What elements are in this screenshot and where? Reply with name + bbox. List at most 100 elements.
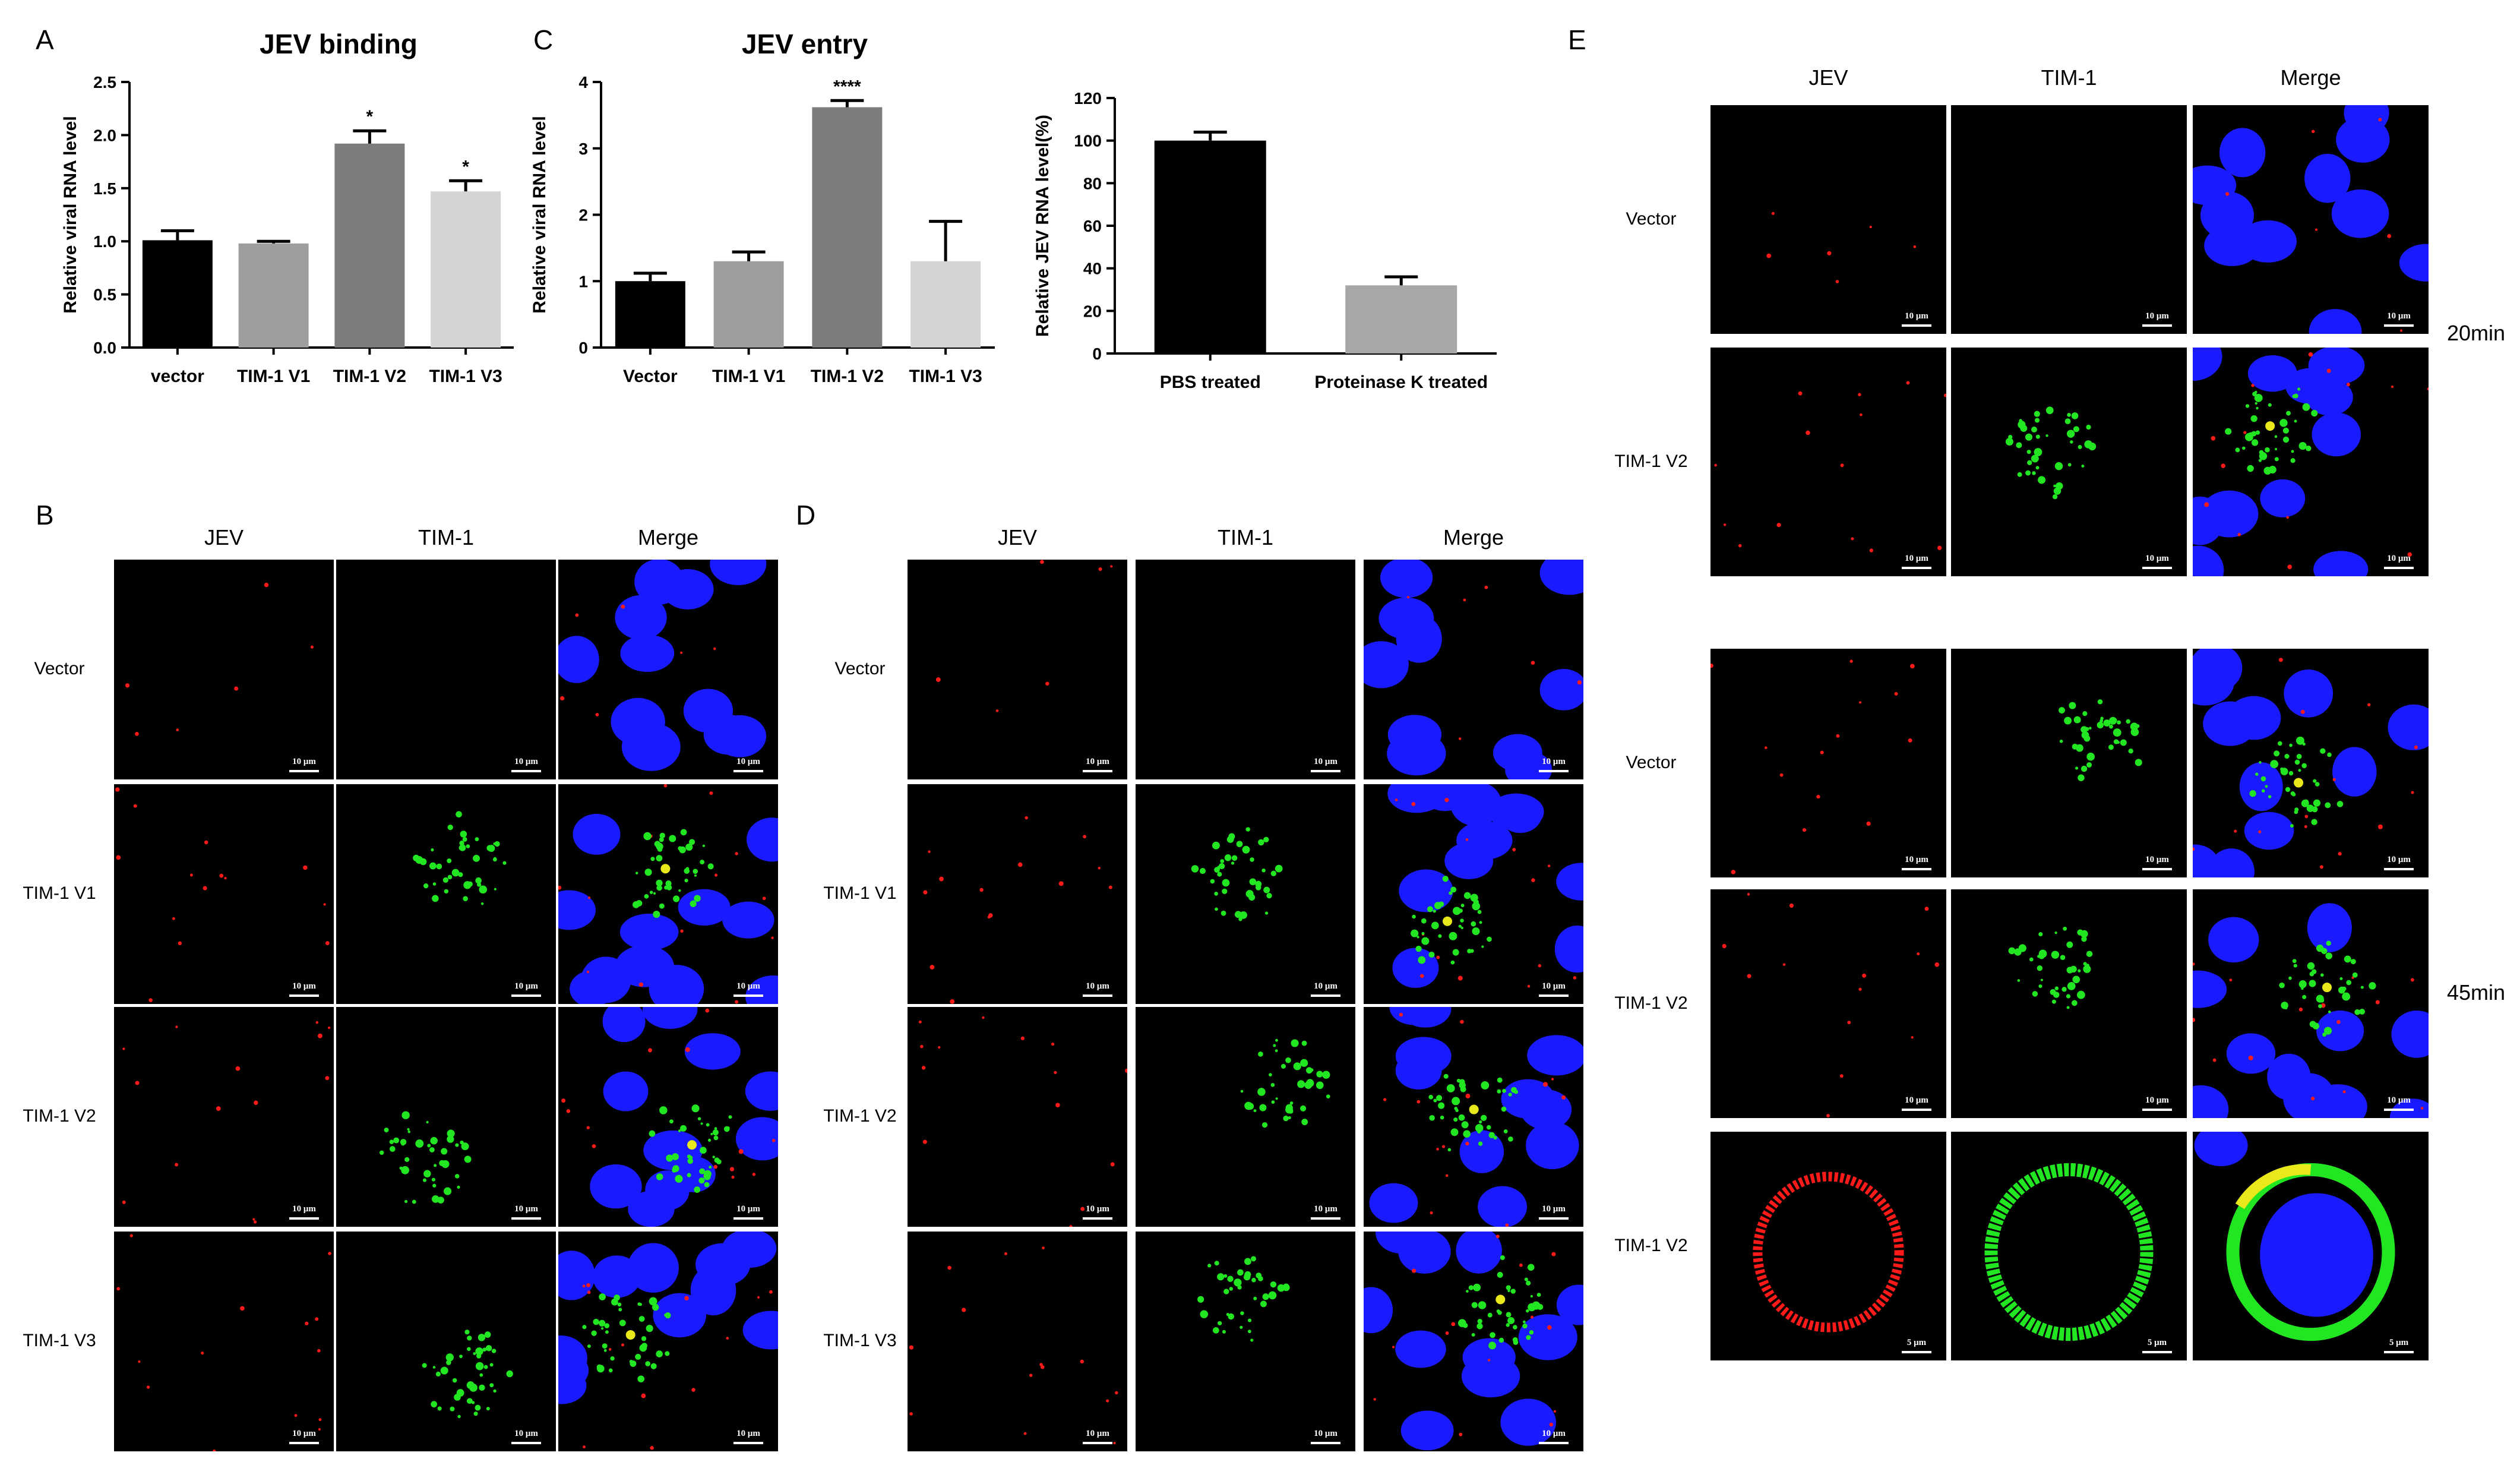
row-label: Vector [34,659,85,678]
jev-dot [1766,253,1772,258]
jev-dot [762,896,766,901]
micrograph-canvas [413,811,507,905]
tim1-dot [1259,1104,1267,1112]
tim1-dot [1496,1309,1500,1314]
tim1-dot [2054,462,2063,471]
tim1-dot [1240,1325,1243,1329]
tim1-dot [684,868,690,874]
scale-bar-label: 10 μm [1314,1204,1338,1214]
tim1-dot [1222,879,1230,887]
jev-dot [680,651,683,654]
jev-dot [240,1306,245,1311]
tim1-dot [656,1173,663,1180]
tim1-dot [466,1398,473,1404]
tim1-dot [1240,911,1247,919]
jev-dot [769,1290,773,1294]
micrograph-tim-1: 10 μm [1136,1232,1355,1451]
scale-bar-label: 10 μm [1542,981,1566,991]
tim1-dot [1222,1330,1226,1334]
tim1-dot [2249,432,2253,437]
tim1-dot [444,889,449,894]
jev-dot [1820,750,1824,754]
jev-dot [219,873,224,878]
tim1-dot [2108,744,2114,750]
micrograph-canvas [2193,903,2429,1118]
tim1-dot [2294,810,2298,814]
tim1-dot [401,1166,409,1174]
tim1-dot [1257,1088,1266,1096]
jev-dot [1495,1234,1500,1239]
tim1-dot [2130,728,2139,737]
tim1-dot [423,883,429,889]
jev-dot [1412,1268,1416,1273]
jev-dot [1098,567,1102,571]
nucleus [2388,704,2429,750]
tim1-dot [2037,965,2043,971]
jev-dot [1416,1100,1421,1104]
tim1-dot [1428,951,1435,958]
jev-dot [947,1265,951,1270]
x-tick-label: TIM-1 V2 [811,367,884,386]
scale-bar-label: 10 μm [1314,1429,1338,1438]
jev-dot [575,613,579,617]
tim1-dot [1506,1312,1512,1318]
nucleus [2284,669,2334,718]
tim1-dot [1248,893,1256,901]
nucleus [627,1243,679,1293]
jev-dot [1710,664,1713,668]
tim1-dot [1275,1049,1278,1053]
scale-bar-label: 10 μm [1905,554,1928,563]
nucleus [2239,762,2283,812]
tim1-dot [2135,724,2140,728]
micrograph-canvas [561,1007,778,1227]
scale-bar: 10 μm [1887,552,1946,576]
jev-dot [2258,830,2262,833]
tim1-dot [1436,1095,1443,1101]
jev-dot [2338,852,2342,856]
scale-bar: 10 μm [1524,980,1583,1004]
tim1-dot [2323,1027,2332,1035]
tim1-dot [432,882,437,886]
jev-dot [1860,413,1863,416]
jev-dot [1543,1082,1548,1087]
nucleus [1444,842,1494,879]
scale-bar: 10 μm [1296,1203,1355,1227]
tim1-dot [672,1153,679,1160]
y-tick-label: 2.0 [93,126,116,144]
jev-dot [1551,1078,1554,1081]
scale-bar-line [733,770,763,772]
jev-dot [920,1044,924,1049]
scale-bar-line [511,994,541,997]
row-label: Vector [834,659,886,678]
jev-dot [175,1163,179,1167]
jev-dot [1460,1019,1464,1024]
tim1-dot [459,1355,463,1359]
jev-dot [1771,211,1775,215]
tim1-dot [650,1363,657,1369]
panel-label-a: A [36,24,54,55]
scale-bar-label: 10 μm [292,981,316,991]
tim1-dot [1301,1119,1308,1126]
nucleus [1500,1398,1556,1446]
tim1-dot [2288,976,2292,980]
bar [615,281,685,348]
jev-dot [2378,118,2382,122]
micrograph-jev: 10 μm [114,560,334,779]
tim1-dot [2053,484,2056,488]
tim1-dot [2076,718,2081,723]
micrograph-tim-1: 10 μm [1951,348,2187,576]
tim1-dot [2298,442,2307,450]
micrograph-canvas [558,784,778,1004]
overlap-signal [2265,421,2275,431]
jev-dot [680,929,684,933]
tim1-dot [687,1154,691,1159]
nucleus [2200,191,2254,239]
y-tick-label: 1 [578,272,588,291]
y-tick-label: 40 [1083,260,1102,278]
micrograph-canvas [935,560,1113,712]
significance-mark: **** [833,77,861,96]
nucleus [2260,479,2306,517]
significance-mark: * [366,107,374,127]
nucleus [2332,747,2377,797]
jev-dot [203,886,207,891]
